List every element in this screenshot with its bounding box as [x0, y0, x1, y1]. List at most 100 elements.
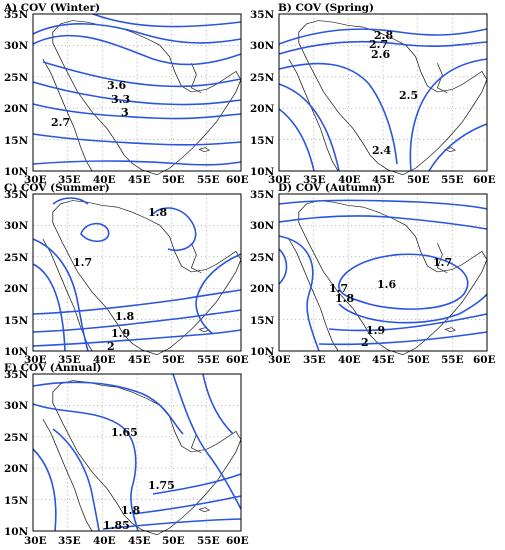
x-tick-label: 40E — [93, 535, 116, 547]
x-tick-label: 55E — [441, 354, 464, 366]
y-tick-label: 35N — [4, 369, 29, 381]
panel-a-contour-label-2: 3.3 — [111, 93, 130, 106]
x-tick-label: 35E — [58, 535, 81, 547]
y-tick-label: 10N — [4, 346, 29, 358]
y-tick-label: 35N — [4, 9, 29, 21]
x-tick-label: 45E — [128, 535, 151, 547]
panel-d-contour-label-6: 2 — [361, 336, 369, 349]
x-tick-label: 50E — [407, 354, 430, 366]
x-tick-label: 35E — [303, 174, 326, 186]
x-tick-label: 45E — [372, 174, 395, 186]
x-tick-label: 45E — [128, 174, 151, 186]
panel-d-contour-label-1: 1.7 — [433, 256, 452, 269]
x-tick-label: 30E — [24, 535, 47, 547]
panel-c-contour-label-3: 1.8 — [115, 310, 134, 323]
y-tick-label: 10N — [4, 166, 29, 178]
y-tick-label: 25N — [4, 252, 29, 264]
x-tick-label: 30E — [268, 354, 291, 366]
panel-e-y-ticks: 35N 30N 25N 20N 15N 10N — [4, 369, 29, 538]
y-tick-label: 15N — [250, 315, 275, 327]
y-tick-label: 30N — [4, 400, 29, 412]
x-tick-label: 60E — [473, 174, 496, 186]
panel-a-map — [32, 13, 242, 176]
panel-a-y-ticks: 35N 30N 25N 20N 15N 10N — [4, 9, 29, 178]
panel-c-x-ticks: 30E 35E 40E 45E 50E 55E 60E — [24, 354, 249, 366]
x-tick-label: 35E — [58, 174, 81, 186]
panel-b-contour-label-3: 2.6 — [371, 48, 390, 61]
x-tick-label: 45E — [372, 354, 395, 366]
y-tick-label: 20N — [4, 103, 29, 115]
panel-b-contour-label-1: 2.8 — [374, 29, 393, 42]
panel-b-y-ticks: 35N 30N 25N 20N 15N 10N — [250, 9, 275, 178]
panel-e-contour-label-4: 1.85 — [103, 519, 130, 532]
y-tick-label: 30N — [4, 40, 29, 52]
x-tick-label: 55E — [197, 174, 220, 186]
y-tick-label: 15N — [250, 135, 275, 147]
panel-d-x-ticks: 30E 35E 40E 45E 50E 55E 60E — [268, 354, 496, 366]
panel-a-contour-label-1: 3.6 — [107, 79, 126, 92]
x-tick-label: 55E — [197, 354, 220, 366]
x-tick-label: 35E — [303, 354, 326, 366]
panel-e: 1.65 1.75 1.8 1.85 — [32, 373, 242, 536]
x-tick-label: 50E — [162, 354, 185, 366]
panel-b-contour-label-4: 2.5 — [399, 89, 418, 102]
x-tick-label: 30E — [24, 174, 47, 186]
x-tick-label: 50E — [162, 535, 185, 547]
y-tick-label: 20N — [4, 283, 29, 295]
y-tick-label: 15N — [4, 135, 29, 147]
y-tick-label: 30N — [250, 220, 275, 232]
x-tick-label: 40E — [338, 354, 361, 366]
x-tick-label: 30E — [24, 354, 47, 366]
panel-a-contour-label-3: 3 — [121, 106, 129, 119]
y-tick-label: 25N — [4, 72, 29, 84]
panel-a-x-ticks: 30E 35E 40E 45E 50E 55E 60E — [24, 174, 249, 186]
y-tick-label: 20N — [250, 103, 275, 115]
panel-c-title: C) COV (Summer) — [4, 182, 110, 194]
panel-e-map — [32, 373, 242, 536]
x-tick-label: 60E — [473, 354, 496, 366]
panel-d-contour-label-4: 1.8 — [335, 292, 354, 305]
panel-c-y-ticks: 35N 30N 25N 20N 15N 10N — [4, 189, 29, 358]
y-tick-label: 30N — [4, 220, 29, 232]
panel-b-x-ticks: 30E 35E 40E 45E 50E 55E 60E — [268, 174, 496, 186]
panel-d-contour-label-5: 1.9 — [366, 324, 385, 337]
panel-e-contour-label-1: 1.65 — [111, 426, 138, 439]
panel-e-title: E) COV (Annual) — [4, 362, 102, 374]
panel-c: 1.8 1.7 1.8 1.9 2 — [32, 193, 242, 356]
panel-d: 1.7 1.7 1.6 1.8 1.9 2 — [278, 193, 488, 356]
panel-c-contour-label-1: 1.8 — [148, 206, 167, 219]
x-tick-label: 55E — [441, 174, 464, 186]
x-tick-label: 40E — [338, 174, 361, 186]
y-tick-label: 20N — [4, 463, 29, 475]
x-tick-label: 35E — [58, 354, 81, 366]
panel-c-contour-label-2: 1.7 — [73, 256, 92, 269]
y-tick-label: 35N — [4, 189, 29, 201]
panel-c-contour-label-5: 2 — [107, 340, 115, 353]
x-tick-label: 60E — [226, 174, 249, 186]
y-tick-label: 15N — [4, 495, 29, 507]
y-tick-label: 30N — [250, 40, 275, 52]
panel-e-contour-label-2: 1.75 — [148, 479, 175, 492]
panel-d-y-ticks: 35N 30N 25N 20N 15N 10N — [250, 189, 275, 358]
x-tick-label: 40E — [93, 354, 116, 366]
panel-b-map — [278, 13, 488, 176]
x-tick-label: 45E — [128, 354, 151, 366]
panel-d-contour-label-2: 1.7 — [329, 282, 348, 295]
panel-a-title: A) COV (Winter) — [3, 2, 100, 14]
x-tick-label: 40E — [93, 174, 116, 186]
x-tick-label: 50E — [162, 174, 185, 186]
x-tick-label: 50E — [407, 174, 430, 186]
panel-a: 3.6 3.3 3 2.7 — [32, 13, 242, 176]
panel-b-contour-label-5: 2.4 — [372, 144, 391, 157]
panel-b: 2.8 2.7 2.6 2.5 2.4 — [278, 13, 488, 176]
y-tick-label: 25N — [250, 72, 275, 84]
panel-e-contour-label-3: 1.8 — [121, 504, 140, 517]
y-tick-label: 10N — [250, 346, 275, 358]
panel-e-x-ticks: 30E 35E 40E 45E 50E 55E 60E — [24, 535, 249, 547]
y-tick-label: 35N — [250, 9, 275, 21]
y-tick-label: 25N — [250, 252, 275, 264]
x-tick-label: 60E — [226, 354, 249, 366]
x-tick-label: 60E — [226, 535, 249, 547]
y-tick-label: 15N — [4, 315, 29, 327]
panel-b-contour-label-2: 2.7 — [369, 38, 388, 51]
